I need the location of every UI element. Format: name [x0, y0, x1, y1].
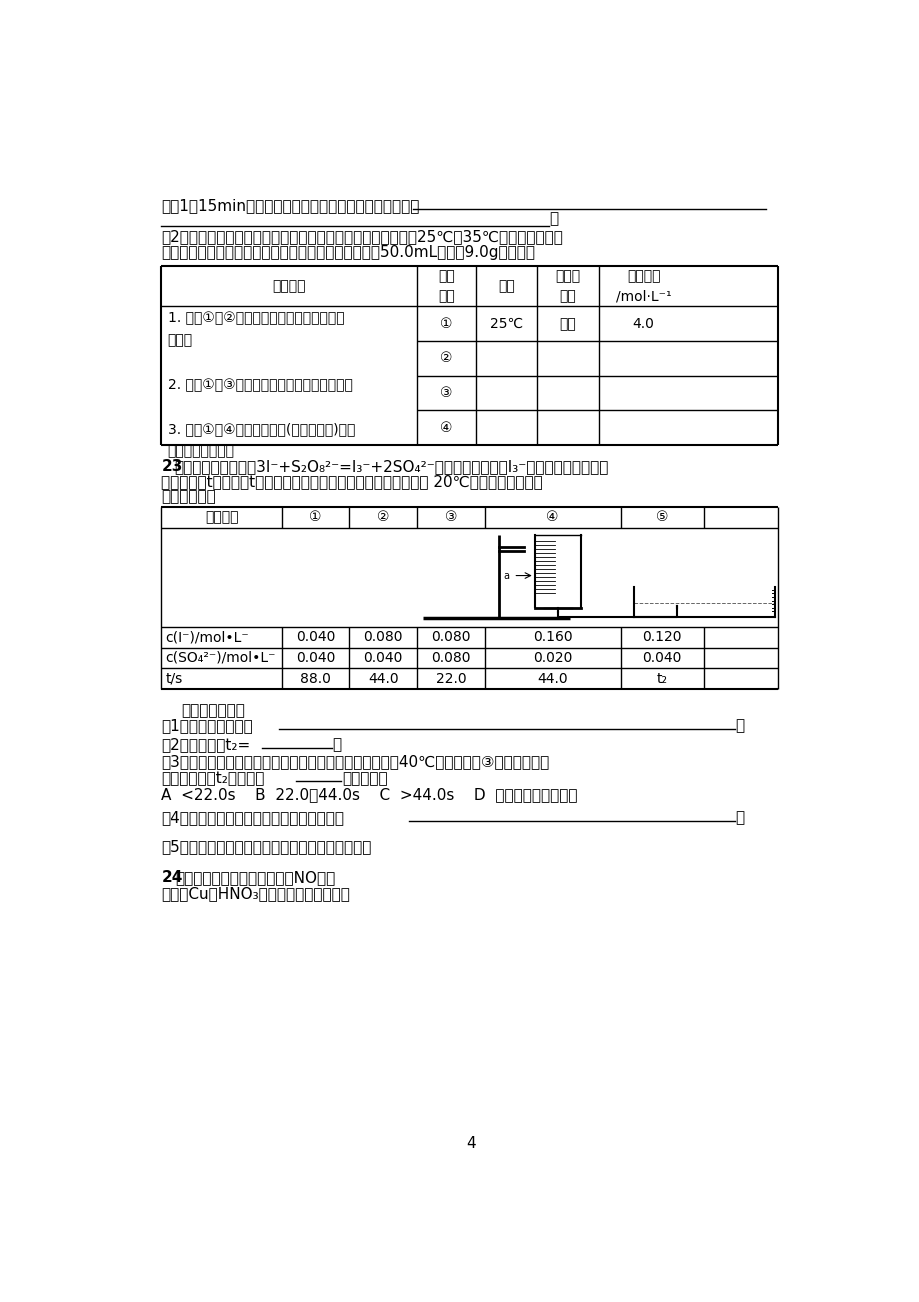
- Text: 0.080: 0.080: [363, 630, 403, 644]
- Text: 44.0: 44.0: [537, 672, 567, 686]
- Text: 蓝色的时间t来度量，t越小，反应速率越大。某探究性学习小组在 20℃进行实验，得到的: 蓝色的时间t来度量，t越小，反应速率越大。某探究性学习小组在 20℃进行实验，得…: [162, 474, 542, 490]
- Text: 44.0: 44.0: [368, 672, 398, 686]
- Text: 。: 。: [549, 211, 558, 227]
- Text: 22.0: 22.0: [436, 672, 466, 686]
- Text: 4: 4: [466, 1135, 476, 1151]
- Text: 23: 23: [162, 458, 183, 474]
- Text: 、用如图所示的装置进行制取NO实验: 、用如图所示的装置进行制取NO实验: [176, 870, 335, 885]
- Text: 。: 。: [332, 738, 341, 753]
- Text: 0.080: 0.080: [431, 651, 471, 665]
- Text: 0.040: 0.040: [641, 651, 681, 665]
- Text: 实验编号: 实验编号: [205, 510, 238, 525]
- Text: 0.160: 0.160: [532, 630, 572, 644]
- Text: c(SO₄²⁻)/mol•L⁻: c(SO₄²⁻)/mol•L⁻: [165, 651, 276, 665]
- Text: 温度: 温度: [497, 280, 515, 293]
- Text: t/s: t/s: [165, 672, 183, 686]
- Text: 验目的帮助该同学完成以下实验设计表（用量：酸均为50.0mL、铝为9.0g过量）：: 验目的帮助该同学完成以下实验设计表（用量：酸均为50.0mL、铝为9.0g过量）…: [162, 245, 535, 260]
- Text: 铝片: 铝片: [559, 316, 576, 331]
- Text: 0.020: 0.020: [532, 651, 572, 665]
- Text: （4）通过分析比较上表数据，得到的结论是: （4）通过分析比较上表数据，得到的结论是: [162, 810, 344, 825]
- Text: 4.0: 4.0: [632, 316, 653, 331]
- Text: ④: ④: [546, 510, 559, 525]
- Text: c(I⁻)/mol•L⁻: c(I⁻)/mol•L⁻: [165, 630, 249, 644]
- Text: 盐酸浓度
/mol·L⁻¹: 盐酸浓度 /mol·L⁻¹: [615, 270, 671, 303]
- Text: 0.040: 0.040: [296, 651, 335, 665]
- Text: ⑤: ⑤: [655, 510, 667, 525]
- Text: 回答下列问题：: 回答下列问题：: [181, 703, 244, 717]
- Text: （2）乙同学设计了如下影响反应速率因素的实验（温度控制为25℃和35℃）。请你根据实: （2）乙同学设计了如下影响反应速率因素的实验（温度控制为25℃和35℃）。请你根…: [162, 229, 562, 245]
- Text: 反应1～15min内，铝与酸的反应速率逐渐加快，其原因是: 反应1～15min内，铝与酸的反应速率逐渐加快，其原因是: [162, 199, 419, 214]
- Text: 。: 。: [734, 810, 743, 825]
- Text: ③: ③: [445, 510, 457, 525]
- Text: 实验
编号: 实验 编号: [437, 270, 454, 303]
- Text: 。: 。: [734, 719, 743, 733]
- Text: 0.080: 0.080: [431, 630, 471, 644]
- Text: （2）显色时间t₂=: （2）显色时间t₂=: [162, 738, 251, 753]
- Text: 0.040: 0.040: [363, 651, 403, 665]
- Text: 、「碘钟」实验中，3I⁻+S₂O₈²⁻=I₃⁻+2SO₄²⁻的反应速率可以用I₃⁻与加入的淠粉溶液显: 、「碘钟」实验中，3I⁻+S₂O₈²⁻=I₃⁻+2SO₄²⁻的反应速率可以用I₃…: [174, 458, 607, 474]
- Text: （1）该实验的目的是: （1）该实验的目的是: [162, 719, 253, 733]
- Text: 88.0: 88.0: [300, 672, 331, 686]
- Text: 金属铝
形态: 金属铝 形态: [555, 270, 580, 303]
- Text: ④: ④: [439, 421, 452, 435]
- Text: a: a: [504, 570, 509, 581]
- Text: ②: ②: [439, 352, 452, 366]
- Text: t₂: t₂: [656, 672, 667, 686]
- Text: （3）温度对该反应的反应速率的影响符合一般规律，若在40℃下进行编号③对应浓度的实: （3）温度对该反应的反应速率的影响符合一般规律，若在40℃下进行编号③对应浓度的…: [162, 755, 550, 769]
- Text: 0.040: 0.040: [296, 630, 335, 644]
- Text: （填字母）: （填字母）: [342, 771, 387, 785]
- Text: ③: ③: [439, 385, 452, 400]
- Text: 24: 24: [162, 870, 183, 885]
- Text: 实验目的: 实验目的: [272, 280, 306, 293]
- Text: ②: ②: [377, 510, 389, 525]
- Text: （已知Cu与HNO₃的反应是放热反应）。: （已知Cu与HNO₃的反应是放热反应）。: [162, 887, 350, 901]
- Text: ①: ①: [309, 510, 322, 525]
- Text: 25℃: 25℃: [490, 316, 523, 331]
- Text: 验，显色时间t₂的范围为: 验，显色时间t₂的范围为: [162, 771, 265, 785]
- Text: A  <22.0s    B  22.0～44.0s    C  >44.0s    D  数据不足，无法判断: A <22.0s B 22.0～44.0s C >44.0s D 数据不足，无法…: [162, 786, 577, 802]
- Text: 1. 实验①和②探究盐酸浓度对该反应速率的
影响；

2. 实验①和③探究温度对该反应速率的影响；

3. 实验①和④探究金属规格(铝片、铝粉)对该
反应速率的: 1. 实验①和②探究盐酸浓度对该反应速率的 影响； 2. 实验①和③探究温度对该…: [167, 311, 355, 458]
- Text: （5）试思考：若增大压强对该反应速率有何影响？: （5）试思考：若增大压强对该反应速率有何影响？: [162, 840, 371, 854]
- Text: 数据如下表：: 数据如下表：: [162, 490, 216, 505]
- Text: 0.120: 0.120: [641, 630, 681, 644]
- Text: ①: ①: [439, 316, 452, 331]
